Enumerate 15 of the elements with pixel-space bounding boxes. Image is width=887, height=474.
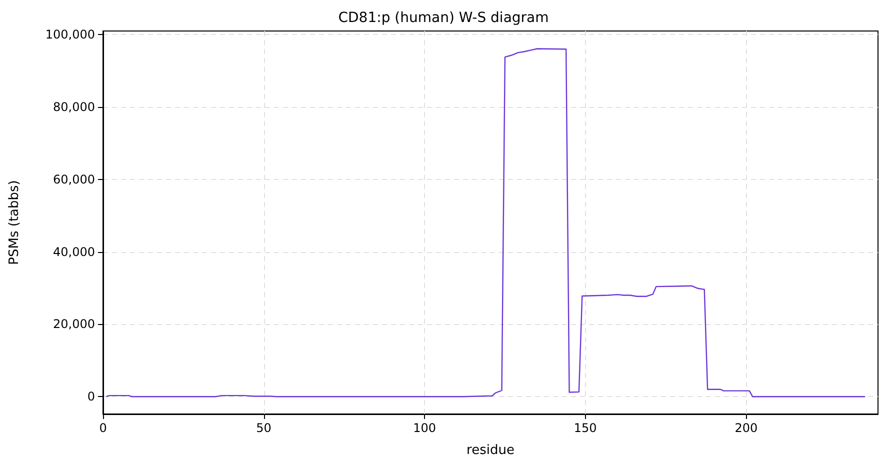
x-tick-label: 100: [413, 421, 436, 435]
y-tick-label: 80,000: [53, 100, 95, 114]
x-axis-title: residue: [466, 443, 514, 458]
x-tick-label: 200: [734, 421, 758, 435]
y-axis-title: PSMs (tabbs): [7, 180, 22, 265]
y-tick-label: 100,000: [45, 28, 95, 42]
x-tick-label: 0: [99, 421, 107, 435]
chart-title: CD81:p (human) W-S diagram: [338, 10, 549, 26]
y-tick-label: 40,000: [53, 244, 95, 259]
y-tick-label: 60,000: [53, 172, 95, 186]
x-tick-label: 150: [574, 421, 597, 435]
y-tick-label: 0: [87, 390, 95, 404]
x-tick-label: 50: [256, 421, 272, 435]
line-series: [106, 48, 866, 398]
y-tick-label: 20,000: [53, 317, 95, 332]
